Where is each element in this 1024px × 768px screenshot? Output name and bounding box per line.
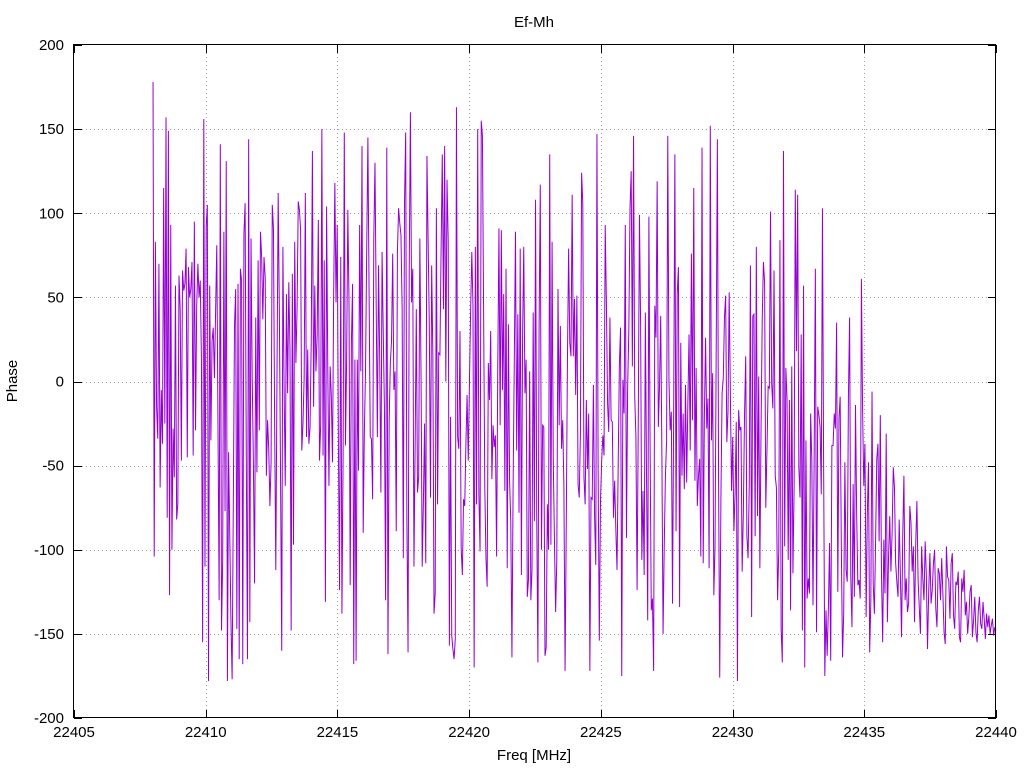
chart-title: Ef-Mh — [514, 14, 554, 31]
y-axis-label: Phase — [4, 360, 21, 403]
x-tick-label: 22420 — [448, 724, 490, 741]
x-tick-labels: 22405 22410 22415 22420 22425 22430 22435 22440 — [53, 724, 1017, 741]
series-layer — [152, 82, 997, 681]
axis-ticks — [74, 45, 997, 719]
y-tick-label: -50 — [42, 458, 64, 475]
x-tick-label: 22430 — [712, 724, 754, 741]
y-tick-label: 150 — [39, 121, 64, 138]
y-tick-label: -150 — [34, 626, 64, 643]
x-tick-label: 22425 — [580, 724, 622, 741]
x-tick-label: 22410 — [185, 724, 227, 741]
y-tick-label: -100 — [34, 542, 64, 559]
y-tick-label: 100 — [39, 205, 64, 222]
x-tick-label: 22405 — [53, 724, 95, 741]
x-tick-label: 22415 — [317, 724, 359, 741]
x-tick-label: 22440 — [975, 724, 1017, 741]
y-tick-label: 50 — [47, 289, 64, 306]
y-tick-label: 0 — [56, 374, 64, 391]
phase-series-line — [152, 82, 997, 681]
y-tick-label: 200 — [39, 37, 64, 54]
y-tick-labels: -200 -150 -100 -50 0 50 100 150 200 — [34, 37, 64, 727]
x-axis-label: Freq [MHz] — [497, 747, 571, 764]
plot-frame — [73, 44, 996, 718]
x-tick-label: 22435 — [843, 724, 885, 741]
y-tick-label: -200 — [34, 710, 64, 727]
